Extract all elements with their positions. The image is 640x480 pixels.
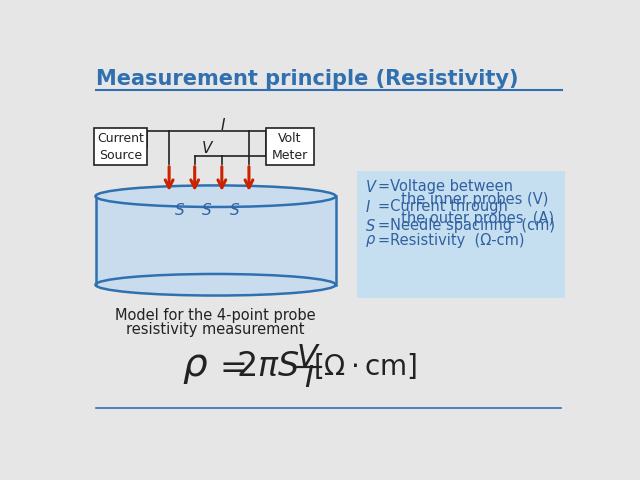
Text: $S$: $S$	[365, 218, 376, 234]
Text: $V$: $V$	[365, 179, 378, 195]
Ellipse shape	[95, 274, 336, 296]
Text: the outer probes  (A): the outer probes (A)	[378, 211, 554, 226]
Text: =Resistivity  (Ω-cm): =Resistivity (Ω-cm)	[378, 233, 524, 248]
Text: $S$: $S$	[228, 202, 240, 218]
Text: $=$: $=$	[213, 351, 246, 383]
Text: $[\Omega \cdot \mathrm{cm}]$: $[\Omega \cdot \mathrm{cm}]$	[313, 350, 417, 381]
Text: $I$: $I$	[220, 118, 227, 133]
Text: =Current through: =Current through	[378, 199, 508, 214]
FancyBboxPatch shape	[94, 129, 147, 166]
Text: $V$: $V$	[296, 342, 321, 372]
Text: =Voltage between: =Voltage between	[378, 179, 513, 194]
Text: $\rho$: $\rho$	[182, 348, 208, 385]
Text: $V$: $V$	[201, 141, 214, 156]
Text: Volt
Meter: Volt Meter	[272, 132, 308, 162]
Text: $S$: $S$	[174, 202, 186, 218]
Text: $2\pi S$: $2\pi S$	[236, 351, 300, 383]
Text: Current
Source: Current Source	[97, 132, 144, 162]
Text: resistivity measurement: resistivity measurement	[126, 322, 305, 336]
Text: Model for the 4-point probe: Model for the 4-point probe	[115, 308, 316, 323]
Text: $I$: $I$	[365, 199, 371, 215]
FancyBboxPatch shape	[266, 129, 314, 166]
Text: the inner probes (V): the inner probes (V)	[378, 192, 548, 206]
Text: $\rho$: $\rho$	[365, 233, 376, 249]
Text: Measurement principle (Resistivity): Measurement principle (Resistivity)	[95, 69, 518, 89]
Text: $I$: $I$	[303, 363, 314, 394]
Ellipse shape	[95, 185, 336, 207]
Text: =Needle spacinng  (cm): =Needle spacinng (cm)	[378, 218, 555, 233]
FancyBboxPatch shape	[358, 171, 565, 298]
Text: $S$: $S$	[201, 202, 212, 218]
Bar	[95, 196, 336, 285]
